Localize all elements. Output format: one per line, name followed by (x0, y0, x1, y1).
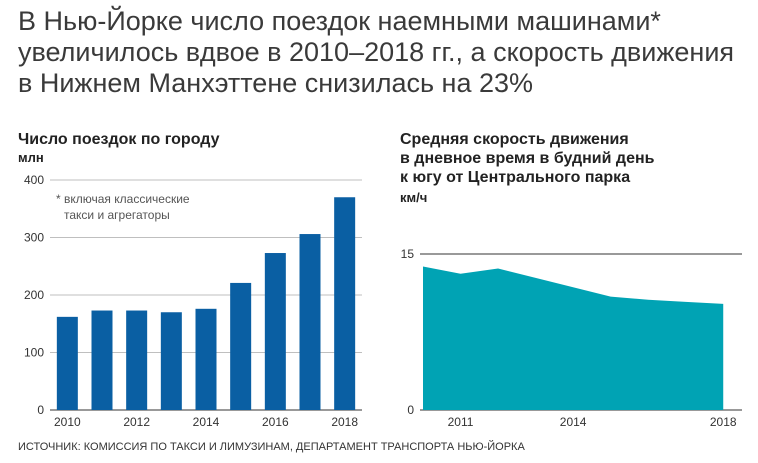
headline-line-2: увеличилось вдвое в 2010–2018 гг., а ско… (18, 37, 735, 67)
y-tick-label: 0 (37, 403, 44, 417)
left-chart-unit: млн (18, 150, 44, 165)
y-tick-label: 0 (407, 403, 414, 417)
bar-2011 (91, 310, 113, 410)
x-tick-label: 2016 (262, 415, 289, 429)
x-tick-label: 2018 (331, 415, 358, 429)
source-note: ИСТОЧНИК: КОМИССИЯ ПО ТАКСИ И ЛИМУЗИНАМ,… (18, 441, 525, 453)
headline-line-1: В Нью-Йорке число поездок наемными машин… (18, 6, 661, 36)
x-tick-label: 2018 (710, 415, 737, 429)
bar-2015 (230, 282, 252, 410)
bar-2014 (195, 308, 217, 410)
headline: В Нью-Йорке число поездок наемными машин… (18, 6, 748, 99)
right-chart-title: Средняя скорость движения в дневное врем… (400, 130, 654, 187)
x-tick-label: 2014 (560, 415, 587, 429)
headline-line-3: в Нижнем Манхэттене снизилась на 23% (18, 68, 534, 98)
x-tick-label: 2010 (54, 415, 81, 429)
annotation-line-2: такси и агрегаторы (64, 208, 170, 222)
annotation-line-1: * включая классические (56, 192, 190, 206)
y-tick-label: 200 (24, 288, 44, 302)
right-chart-title-line-1: Средняя скорость движения (400, 131, 629, 148)
y-tick-label: 15 (401, 247, 415, 261)
x-tick-label: 2014 (193, 415, 220, 429)
left-chart-title: Число поездок по городу (18, 131, 220, 148)
y-tick-label: 300 (24, 231, 44, 245)
bar-2017 (299, 234, 321, 410)
right-chart-unit: км/ч (400, 190, 428, 205)
right-chart-title-line-2: в дневное время в будний день (400, 150, 655, 167)
x-tick-label: 2011 (448, 415, 474, 429)
speed-area (423, 266, 724, 410)
bar-2013 (160, 312, 182, 410)
right-chart-title-line-3: к югу от Центрального парка (400, 169, 631, 186)
x-tick-label: 2012 (123, 415, 150, 429)
bar-2012 (126, 310, 148, 410)
y-tick-label: 400 (24, 173, 44, 187)
bar-2018 (334, 197, 356, 410)
bar-2010 (56, 316, 78, 410)
y-tick-label: 100 (24, 346, 44, 360)
bar-2016 (264, 253, 286, 410)
